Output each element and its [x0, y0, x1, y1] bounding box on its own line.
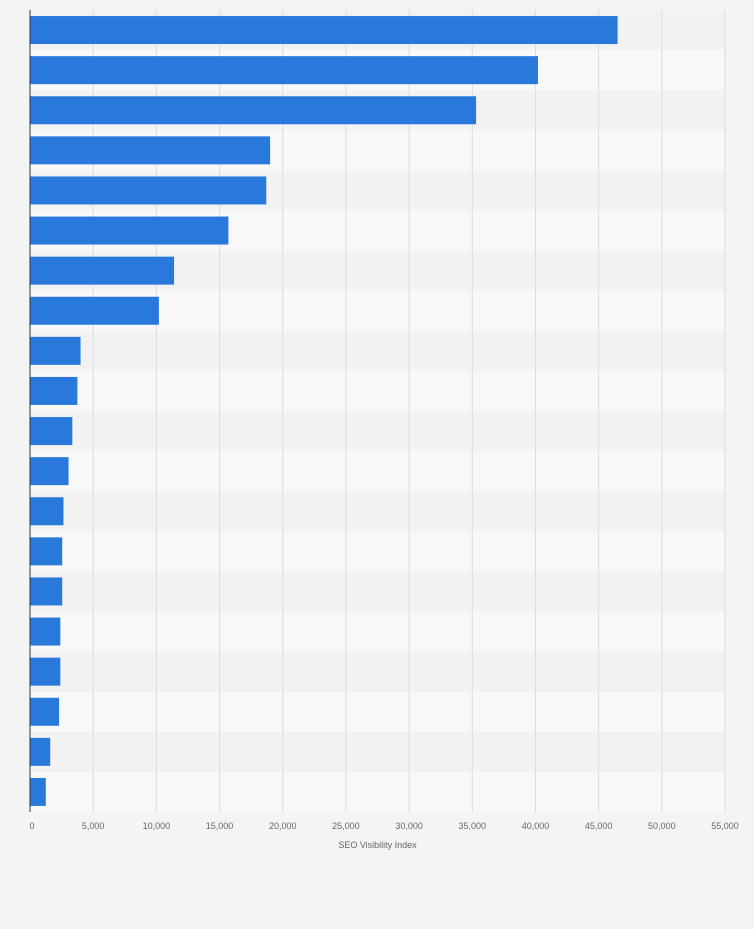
bar — [30, 56, 538, 85]
x-tick-label: 40,000 — [522, 821, 550, 831]
bar — [30, 376, 78, 405]
row-band — [30, 330, 725, 371]
row-band — [30, 731, 725, 772]
bar — [30, 537, 63, 566]
row-band — [30, 411, 725, 452]
x-tick-label: 50,000 — [648, 821, 676, 831]
x-tick-label: 45,000 — [585, 821, 613, 831]
x-axis-title: SEO Visibility Index — [338, 840, 417, 850]
bar — [30, 176, 267, 205]
bar — [30, 417, 73, 446]
bar — [30, 96, 477, 125]
bar — [30, 296, 159, 325]
x-tick-label: 30,000 — [395, 821, 423, 831]
row-band — [30, 771, 725, 812]
bar — [30, 737, 51, 766]
row-band — [30, 571, 725, 612]
row-band — [30, 370, 725, 411]
x-tick-label: 15,000 — [206, 821, 234, 831]
bar — [30, 457, 69, 486]
bar — [30, 136, 271, 165]
bar — [30, 777, 46, 806]
x-tick-label: 10,000 — [143, 821, 171, 831]
bar — [30, 336, 81, 365]
row-band — [30, 491, 725, 532]
row-band — [30, 531, 725, 572]
bar — [30, 256, 175, 285]
x-tick-label: 35,000 — [459, 821, 487, 831]
x-tick-label: 0 — [29, 821, 34, 831]
x-tick-label: 55,000 — [711, 821, 739, 831]
bar — [30, 697, 60, 726]
bar — [30, 497, 64, 526]
x-tick-label: 25,000 — [332, 821, 360, 831]
row-band — [30, 451, 725, 492]
bar — [30, 657, 61, 686]
bar — [30, 577, 63, 606]
row-band — [30, 611, 725, 652]
row-band — [30, 691, 725, 732]
x-tick-label: 5,000 — [82, 821, 105, 831]
row-band — [30, 651, 725, 692]
bar — [30, 16, 618, 45]
x-tick-label: 20,000 — [269, 821, 297, 831]
bar — [30, 216, 229, 245]
bar — [30, 617, 61, 646]
